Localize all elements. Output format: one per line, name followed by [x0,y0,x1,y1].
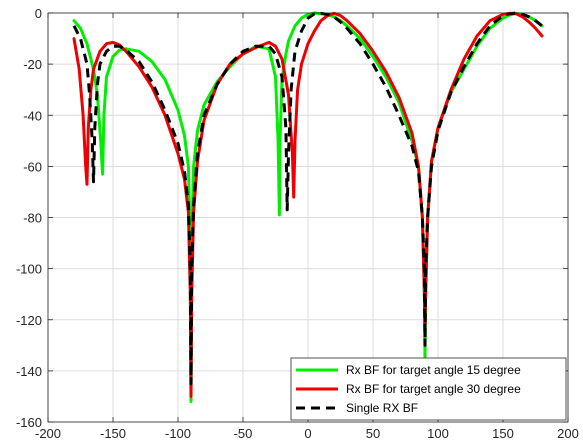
x-tick-label: -200 [35,426,61,441]
y-tick-label: 0 [35,6,42,21]
x-tick-label: 150 [492,426,514,441]
y-tick-label: -20 [23,57,42,72]
legend-label-3: Single RX BF [346,401,418,415]
legend-label-2: Rx BF for target angle 30 degree [346,382,521,396]
y-tick-label: -40 [23,108,42,123]
legend-label-1: Rx BF for target angle 15 degree [346,363,521,377]
legend: Rx BF for target angle 15 degree Rx BF fo… [290,357,567,421]
x-tick-label: -100 [165,426,191,441]
y-tick-label: -100 [16,262,42,277]
plot-frame [47,12,569,423]
series-lines [72,11,544,403]
y-tick-label: -120 [16,313,42,328]
x-tick-label: 0 [304,426,311,441]
y-tick-label: -160 [16,415,42,430]
x-tick-label: 100 [427,426,449,441]
y-tick-label: -80 [23,211,42,226]
y-tick-label: -60 [23,159,42,174]
y-tick-label: -140 [16,364,42,379]
x-tick-label: -50 [234,426,253,441]
x-tick-label: 200 [557,426,579,441]
x-tick-label: -150 [100,426,126,441]
x-tick-label: 50 [366,426,380,441]
series-line-3 [72,11,543,386]
